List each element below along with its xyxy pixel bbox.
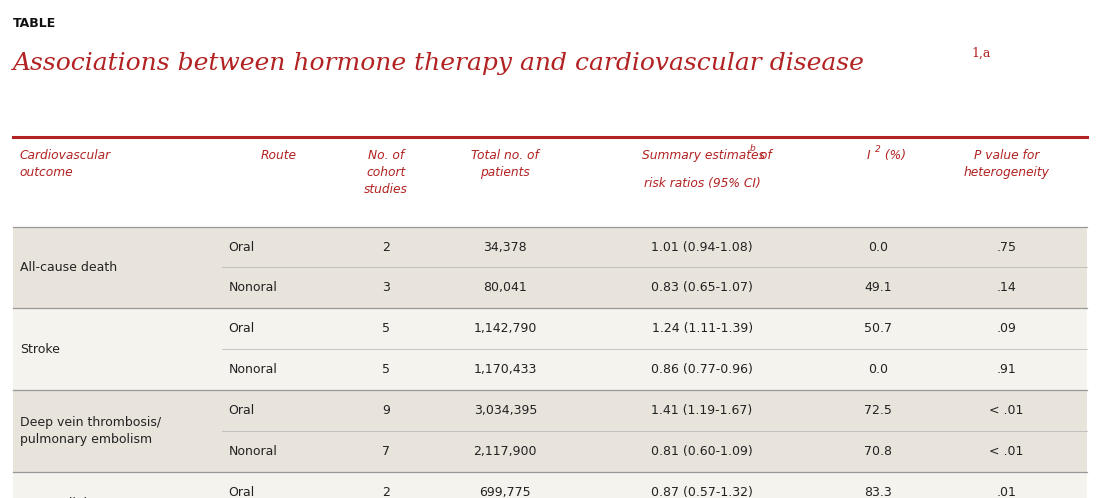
Text: Route: Route	[261, 149, 297, 162]
Text: < .01: < .01	[989, 445, 1023, 458]
Text: I: I	[867, 149, 871, 162]
Text: 0.83 (0.65-1.07): 0.83 (0.65-1.07)	[651, 281, 754, 294]
Text: 80,041: 80,041	[483, 281, 527, 294]
Text: 2: 2	[874, 145, 880, 154]
Text: 1,142,790: 1,142,790	[474, 322, 537, 335]
Text: of: of	[756, 149, 772, 162]
Text: 0.0: 0.0	[868, 363, 888, 376]
Text: 5: 5	[382, 322, 390, 335]
Text: 5: 5	[382, 363, 390, 376]
Text: 2: 2	[382, 486, 389, 498]
Bar	[13, 227, 1087, 267]
Text: 72.5: 72.5	[865, 404, 892, 417]
Bar	[13, 308, 1087, 349]
Text: .01: .01	[997, 486, 1016, 498]
Text: 34,378: 34,378	[484, 241, 527, 253]
Text: Oral: Oral	[229, 322, 255, 335]
Text: .91: .91	[997, 363, 1016, 376]
Text: Oral: Oral	[229, 486, 255, 498]
Text: 2: 2	[382, 241, 389, 253]
Text: 1,170,433: 1,170,433	[474, 363, 537, 376]
Text: b: b	[749, 144, 755, 153]
Text: (%): (%)	[881, 149, 906, 162]
Text: Oral: Oral	[229, 241, 255, 253]
Text: 2,117,900: 2,117,900	[473, 445, 537, 458]
Text: Deep vein thrombosis/
pulmonary embolism: Deep vein thrombosis/ pulmonary embolism	[20, 416, 161, 446]
Bar	[13, 349, 1087, 390]
Text: 3: 3	[382, 281, 389, 294]
Text: Nonoral: Nonoral	[229, 363, 277, 376]
Text: All-cause death: All-cause death	[20, 261, 117, 274]
Text: 83.3: 83.3	[865, 486, 892, 498]
Text: 3,034,395: 3,034,395	[474, 404, 537, 417]
Text: 50.7: 50.7	[864, 322, 892, 335]
Text: No. of
cohort
studies: No. of cohort studies	[364, 149, 408, 196]
Text: 0.0: 0.0	[868, 241, 888, 253]
Text: .75: .75	[997, 241, 1016, 253]
Text: risk ratios (95% CI): risk ratios (95% CI)	[644, 177, 760, 190]
Text: 7: 7	[382, 445, 390, 458]
Text: 1.24 (1.11-1.39): 1.24 (1.11-1.39)	[651, 322, 752, 335]
Text: 1.41 (1.19-1.67): 1.41 (1.19-1.67)	[651, 404, 752, 417]
Text: 0.86 (0.77-0.96): 0.86 (0.77-0.96)	[651, 363, 754, 376]
Text: 699,775: 699,775	[480, 486, 531, 498]
Text: 9: 9	[382, 404, 389, 417]
Text: Stroke: Stroke	[20, 343, 59, 356]
Text: Nonoral: Nonoral	[229, 445, 277, 458]
Text: 0.87 (0.57-1.32): 0.87 (0.57-1.32)	[651, 486, 754, 498]
Text: P value for
heterogeneity: P value for heterogeneity	[964, 149, 1049, 179]
Text: < .01: < .01	[989, 404, 1023, 417]
Text: Total no. of
patients: Total no. of patients	[471, 149, 539, 179]
Bar	[13, 390, 1087, 431]
Text: Oral: Oral	[229, 404, 255, 417]
Bar	[13, 472, 1087, 498]
Text: 0.81 (0.60-1.09): 0.81 (0.60-1.09)	[651, 445, 754, 458]
Text: .09: .09	[997, 322, 1016, 335]
Text: 1,a: 1,a	[971, 46, 991, 59]
Bar	[13, 431, 1087, 472]
Text: Summary estimates: Summary estimates	[641, 149, 764, 162]
Text: Cardiovascular
outcome: Cardiovascular outcome	[20, 149, 111, 179]
Text: 49.1: 49.1	[865, 281, 892, 294]
Text: Nonoral: Nonoral	[229, 281, 277, 294]
Bar	[13, 142, 1087, 227]
Text: TABLE: TABLE	[13, 17, 56, 30]
Text: 70.8: 70.8	[864, 445, 892, 458]
Text: 1.01 (0.94-1.08): 1.01 (0.94-1.08)	[651, 241, 752, 253]
Text: Associations between hormone therapy and cardiovascular disease: Associations between hormone therapy and…	[13, 52, 865, 75]
Text: .14: .14	[997, 281, 1016, 294]
Bar	[13, 267, 1087, 308]
